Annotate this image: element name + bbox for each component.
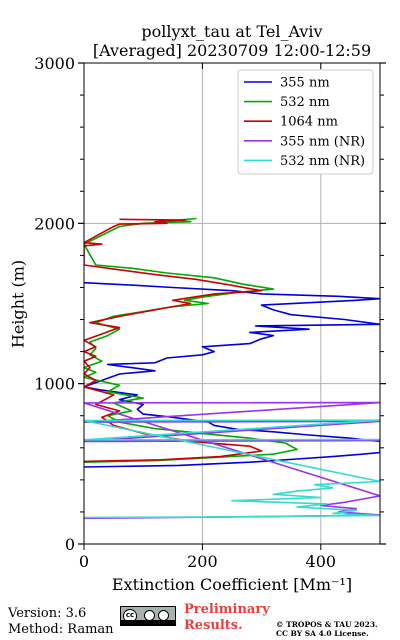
copyright-line-1: © TROPOS & TAU 2023.	[276, 620, 378, 629]
y-axis-label: Height (m)	[8, 259, 28, 349]
series-line-3	[84, 218, 263, 463]
copyright-line-2: CC BY SA 4.0 License.	[276, 629, 369, 638]
legend-label: 532 nm (NR)	[280, 154, 365, 169]
plot-frame	[83, 62, 381, 545]
chart-title-line-2: [Averaged] 20230709 12:00-12:59	[92, 41, 372, 60]
series-line-5	[84, 419, 380, 519]
y-tick-label: 0	[65, 535, 75, 554]
footer-info: Version: 3.6 Method: Raman	[8, 606, 114, 638]
x-tick-label: 0	[79, 552, 89, 571]
legend-label: 532 nm	[280, 95, 330, 110]
chart-title-line-1: pollyxt_tau at Tel_Aviv	[141, 22, 323, 41]
y-tick-label: 3000	[34, 54, 75, 73]
chart-title: pollyxt_tau at Tel_Aviv [Averaged] 20230…	[84, 22, 380, 60]
x-axis-label: Extinction Coefficient [Mm⁻¹]	[111, 575, 353, 594]
legend-label: 355 nm	[280, 76, 330, 91]
cc-by-sa-icon: cc	[120, 606, 176, 626]
legend: 355 nm 532 nm 1064 nm 355 nm (NR) 532 nm (NR…	[237, 69, 374, 175]
method-text: Method: Raman	[8, 622, 114, 637]
series-group	[84, 217, 380, 520]
x-tick-label: 400	[306, 552, 337, 571]
x-tick-label: 200	[187, 552, 218, 571]
series-line-1	[84, 281, 380, 468]
y-tick-label: 2000	[34, 214, 75, 233]
copyright-text: © TROPOS & TAU 2023. CC BY SA 4.0 Licens…	[276, 620, 378, 638]
preliminary-results-text: Preliminary Results.	[184, 602, 270, 633]
legend-label: 1064 nm	[280, 115, 338, 130]
y-tick-label: 1000	[34, 375, 75, 394]
legend-label: 355 nm (NR)	[280, 134, 365, 149]
legend-box	[237, 69, 374, 175]
axis-ticks: 0 200 400 0 1000 2000 3000	[34, 54, 386, 571]
version-text: Version: 3.6	[8, 606, 87, 621]
series-line-2	[84, 217, 298, 463]
